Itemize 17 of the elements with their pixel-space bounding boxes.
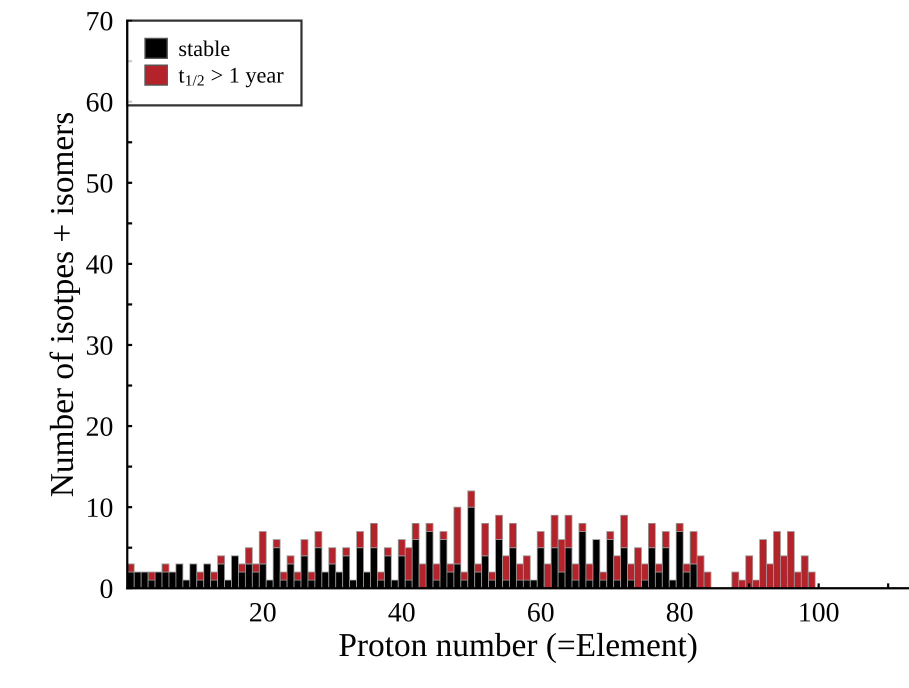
y-tick-label: 70 [87,12,112,31]
y-tick-label: 50 [87,174,112,193]
legend-label: stable [179,40,230,56]
x-tick-label: 80 [666,602,693,622]
y-tick-label: 40 [86,255,112,274]
y-tick-label: 0 [100,579,112,598]
legend-label: t$_{1/2}$ > 1 year [178,68,284,88]
x-axis-title: Proton number (=Element) [339,632,696,664]
x-tick-label: 40 [388,602,415,622]
x-tick-label: 100 [800,602,838,622]
x-tick-label: 20 [250,602,276,622]
y-axis-title: Number of isotpes + isomers [49,112,80,496]
x-tick-label: 60 [528,602,554,622]
y-tick-label: 10 [88,498,112,518]
y-tick-label: 60 [86,92,112,112]
y-tick-label: 30 [86,336,112,355]
y-tick-label: 20 [86,417,112,436]
